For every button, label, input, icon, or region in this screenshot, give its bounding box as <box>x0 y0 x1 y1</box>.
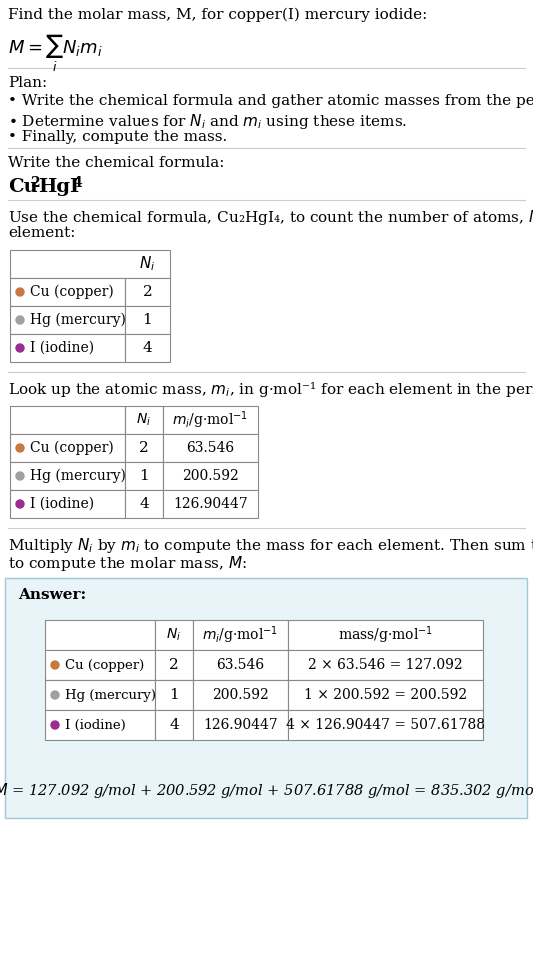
Text: 2: 2 <box>169 658 179 672</box>
Text: 1: 1 <box>139 469 149 483</box>
FancyBboxPatch shape <box>125 306 170 334</box>
FancyBboxPatch shape <box>193 680 288 710</box>
FancyBboxPatch shape <box>155 680 193 710</box>
Text: Plan:: Plan: <box>8 76 47 90</box>
Text: I (iodine): I (iodine) <box>30 497 94 511</box>
FancyBboxPatch shape <box>163 434 258 462</box>
Text: mass/g·mol$^{-1}$: mass/g·mol$^{-1}$ <box>338 624 433 646</box>
Text: Cu (copper): Cu (copper) <box>30 440 114 455</box>
Text: I (iodine): I (iodine) <box>30 341 94 355</box>
Text: 1: 1 <box>143 313 152 327</box>
Circle shape <box>16 316 24 324</box>
Text: 2: 2 <box>143 285 152 299</box>
Circle shape <box>51 691 59 699</box>
Text: $m_i$/g·mol$^{-1}$: $m_i$/g·mol$^{-1}$ <box>173 409 248 431</box>
Circle shape <box>16 344 24 352</box>
FancyBboxPatch shape <box>288 710 483 740</box>
Text: $m_i$/g·mol$^{-1}$: $m_i$/g·mol$^{-1}$ <box>203 624 279 646</box>
Text: element:: element: <box>8 226 76 240</box>
Text: Cu (copper): Cu (copper) <box>30 285 114 299</box>
FancyBboxPatch shape <box>288 650 483 680</box>
FancyBboxPatch shape <box>10 334 125 362</box>
Text: Find the molar mass, M, for copper(I) mercury iodide:: Find the molar mass, M, for copper(I) me… <box>8 8 427 22</box>
Text: 200.592: 200.592 <box>212 688 269 702</box>
Text: 4: 4 <box>72 176 82 190</box>
Text: 4 × 126.90447 = 507.61788: 4 × 126.90447 = 507.61788 <box>286 718 485 732</box>
FancyBboxPatch shape <box>5 578 527 818</box>
Circle shape <box>16 288 24 296</box>
FancyBboxPatch shape <box>10 406 125 434</box>
FancyBboxPatch shape <box>125 334 170 362</box>
Text: 1 × 200.592 = 200.592: 1 × 200.592 = 200.592 <box>304 688 467 702</box>
Text: • Finally, compute the mass.: • Finally, compute the mass. <box>8 130 227 144</box>
FancyBboxPatch shape <box>193 620 288 650</box>
FancyBboxPatch shape <box>125 490 163 518</box>
Text: 200.592: 200.592 <box>182 469 239 483</box>
FancyBboxPatch shape <box>155 710 193 740</box>
Text: $N_i$: $N_i$ <box>139 255 156 273</box>
FancyBboxPatch shape <box>10 250 170 278</box>
Circle shape <box>16 500 24 508</box>
FancyBboxPatch shape <box>163 462 258 490</box>
Text: Hg (mercury): Hg (mercury) <box>30 313 126 327</box>
FancyBboxPatch shape <box>125 462 163 490</box>
Text: 2: 2 <box>30 176 39 190</box>
Text: 4: 4 <box>139 497 149 511</box>
FancyBboxPatch shape <box>193 650 288 680</box>
Text: $M$ = 127.092 g/mol + 200.592 g/mol + 507.61788 g/mol = 835.302 g/mol: $M$ = 127.092 g/mol + 200.592 g/mol + 50… <box>0 780 533 800</box>
FancyBboxPatch shape <box>288 680 483 710</box>
FancyBboxPatch shape <box>155 650 193 680</box>
Text: • Determine values for $N_i$ and $m_i$ using these items.: • Determine values for $N_i$ and $m_i$ u… <box>8 112 407 131</box>
Text: 2: 2 <box>139 441 149 455</box>
FancyBboxPatch shape <box>10 306 125 334</box>
FancyBboxPatch shape <box>45 620 155 650</box>
Text: 4: 4 <box>169 718 179 732</box>
Text: to compute the molar mass, $M$:: to compute the molar mass, $M$: <box>8 554 247 573</box>
FancyBboxPatch shape <box>10 462 125 490</box>
Text: HgI: HgI <box>38 178 79 196</box>
Circle shape <box>16 472 24 480</box>
Text: 4: 4 <box>143 341 152 355</box>
FancyBboxPatch shape <box>288 620 483 650</box>
Text: • Write the chemical formula and gather atomic masses from the periodic table.: • Write the chemical formula and gather … <box>8 94 533 108</box>
FancyBboxPatch shape <box>125 434 163 462</box>
FancyBboxPatch shape <box>125 406 163 434</box>
FancyBboxPatch shape <box>155 620 193 650</box>
Text: Look up the atomic mass, $m_i$, in g·mol⁻¹ for each element in the periodic tabl: Look up the atomic mass, $m_i$, in g·mol… <box>8 380 533 399</box>
Text: Cu (copper): Cu (copper) <box>65 658 144 672</box>
Text: $N_i$: $N_i$ <box>136 411 151 428</box>
Text: 63.546: 63.546 <box>216 658 264 672</box>
Circle shape <box>16 444 24 452</box>
Text: Use the chemical formula, Cu₂HgI₄, to count the number of atoms, $N_i$, for each: Use the chemical formula, Cu₂HgI₄, to co… <box>8 208 533 227</box>
Text: 1: 1 <box>169 688 179 702</box>
Text: 63.546: 63.546 <box>187 441 235 455</box>
Text: Hg (mercury): Hg (mercury) <box>30 469 126 483</box>
Circle shape <box>51 661 59 669</box>
FancyBboxPatch shape <box>125 278 170 306</box>
Text: I (iodine): I (iodine) <box>65 718 126 732</box>
Text: 126.90447: 126.90447 <box>173 497 248 511</box>
Text: Answer:: Answer: <box>18 588 86 602</box>
Text: Multiply $N_i$ by $m_i$ to compute the mass for each element. Then sum those val: Multiply $N_i$ by $m_i$ to compute the m… <box>8 536 533 555</box>
FancyBboxPatch shape <box>45 710 155 740</box>
FancyBboxPatch shape <box>10 490 125 518</box>
FancyBboxPatch shape <box>10 278 125 306</box>
FancyBboxPatch shape <box>163 406 258 434</box>
Text: Hg (mercury): Hg (mercury) <box>65 688 156 702</box>
FancyBboxPatch shape <box>163 490 258 518</box>
FancyBboxPatch shape <box>10 434 125 462</box>
FancyBboxPatch shape <box>45 680 155 710</box>
Circle shape <box>51 721 59 729</box>
Text: Cu: Cu <box>8 178 38 196</box>
FancyBboxPatch shape <box>193 710 288 740</box>
Text: Write the chemical formula:: Write the chemical formula: <box>8 156 224 170</box>
Text: 126.90447: 126.90447 <box>203 718 278 732</box>
Text: $N_i$: $N_i$ <box>166 627 182 643</box>
Text: 2 × 63.546 = 127.092: 2 × 63.546 = 127.092 <box>308 658 463 672</box>
Text: $M = \sum_i N_i m_i$: $M = \sum_i N_i m_i$ <box>8 33 102 75</box>
FancyBboxPatch shape <box>45 650 155 680</box>
